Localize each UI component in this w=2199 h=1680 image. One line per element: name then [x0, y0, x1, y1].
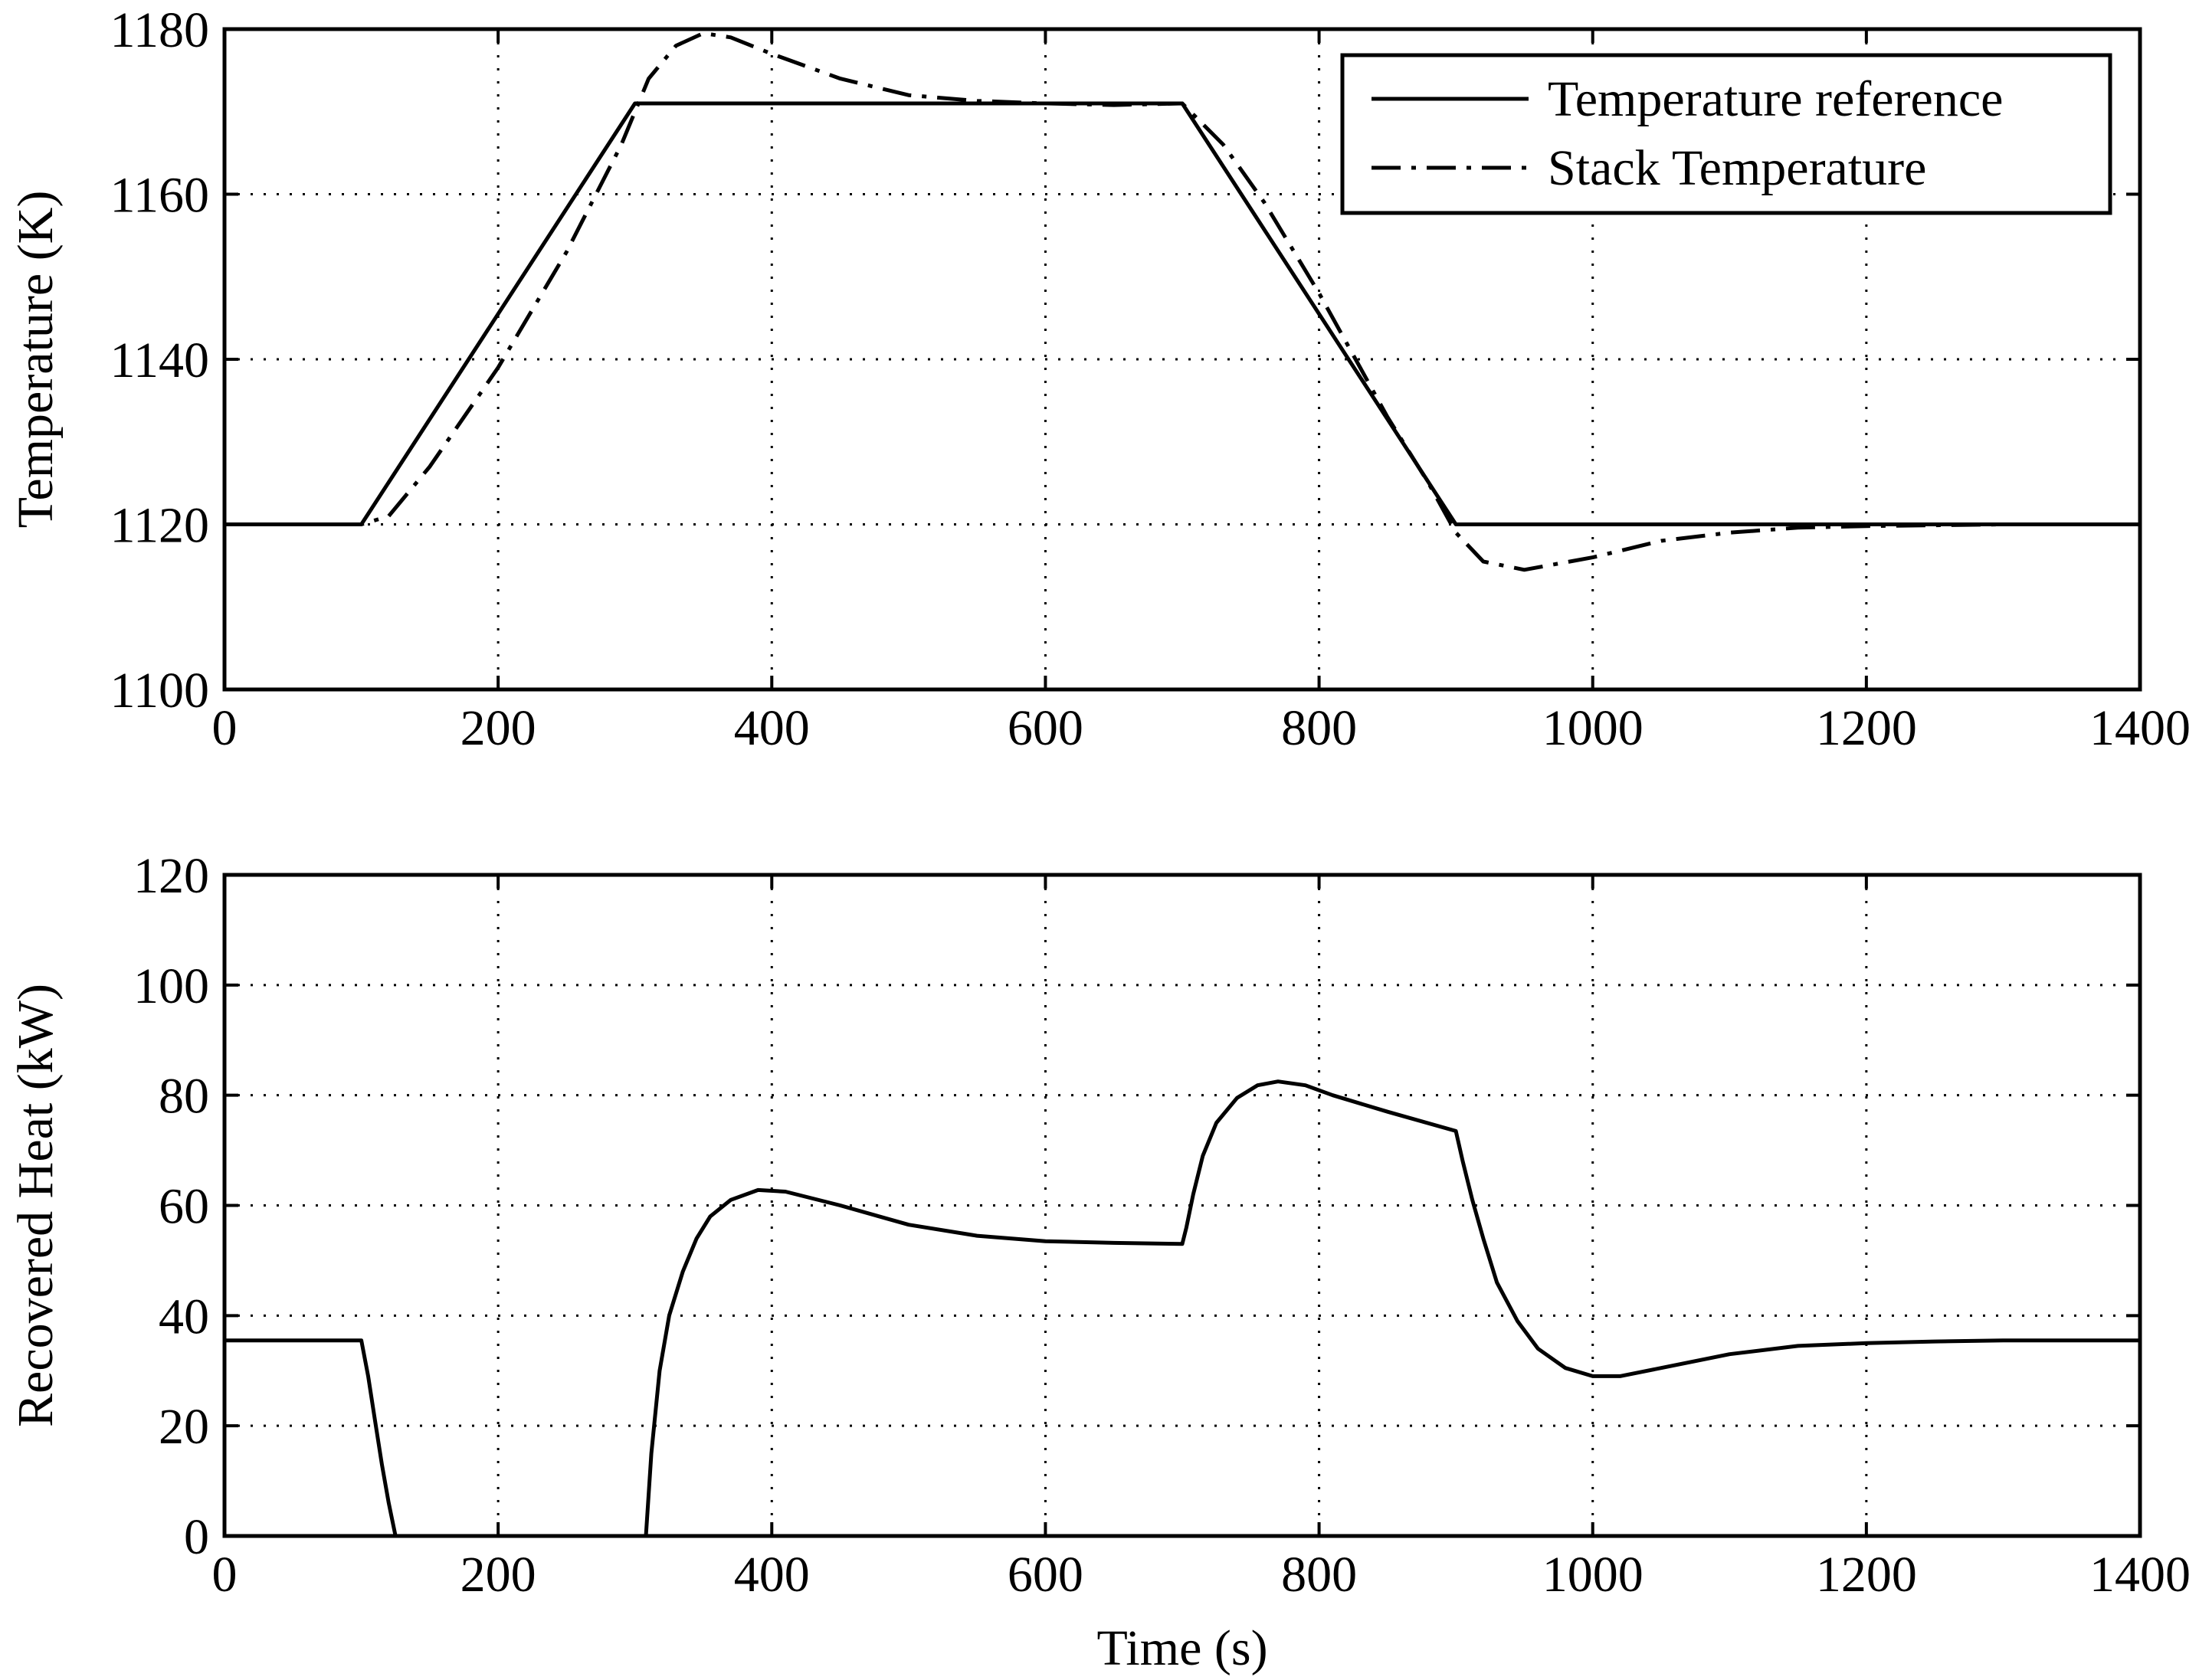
recovered-heat-x-tick-label: 600 [1008, 1547, 1083, 1603]
temperature-series-layer [224, 31, 2140, 572]
recovered-heat-y-tick-label: 0 [184, 1509, 209, 1565]
recovered-heat-x-tick-label: 800 [1281, 1547, 1357, 1603]
recovered-heat-x-tick-label: 1400 [2089, 1547, 2191, 1603]
recovered-heat-grid [224, 875, 2140, 1536]
recovered-heat-x-tick-label: 1000 [1542, 1547, 1644, 1603]
legend-label-temperature-reference: Temperature reference [1548, 71, 2003, 127]
temperature-tick-marks [223, 28, 2142, 691]
temperature-x-tick-label: 400 [734, 700, 810, 756]
temperature-x-tick-label: 600 [1008, 700, 1083, 756]
time-x-axis-label: Time (s) [1096, 1620, 1267, 1676]
temperature-x-tick-label: 1200 [1816, 700, 1917, 756]
recovered-heat-plot: 0 200 400 600 800 1000 1200 1400 0 20 40 60 80 100 120… [8, 848, 2191, 1676]
recovered-heat-y-tick-label: 100 [133, 958, 209, 1014]
temperature-tick-labels: 0 200 400 600 800 1000 1200 1400 1100 1120 1140 116… [110, 2, 2191, 756]
temperature-y-tick-label: 1100 [110, 663, 209, 719]
temperature-x-tick-label: 1000 [1542, 700, 1644, 756]
temperature-y-tick-label: 1120 [110, 498, 209, 554]
temperature-x-tick-label: 200 [460, 700, 536, 756]
temperature-legend: Temperature reference Stack Temperature [1340, 53, 2112, 215]
temperature-x-tick-label: 0 [212, 700, 238, 756]
temperature-x-tick-label: 1400 [2089, 700, 2191, 756]
recovered-heat-y-tick-label: 20 [159, 1399, 209, 1455]
legend-box [1340, 53, 2112, 215]
recovered-heat-y-tick-label: 120 [133, 848, 209, 904]
recovered-heat-y-tick-label: 80 [159, 1069, 209, 1125]
recovered-heat-tick-marks [223, 873, 2142, 1538]
temperature-x-tick-label: 800 [1281, 700, 1357, 756]
series-line-stack-temperature [224, 31, 2140, 572]
temperature-plot: 0 200 400 600 800 1000 1200 1400 1100 1120 1140 116… [8, 2, 2191, 756]
legend-label-stack-temperature: Stack Temperature [1548, 140, 1926, 196]
recovered-heat-x-tick-label: 1200 [1816, 1547, 1917, 1603]
recovered-heat-y-axis-label: Recovered Heat (kW) [8, 984, 64, 1427]
recovered-heat-y-tick-label: 40 [159, 1289, 209, 1344]
temperature-y-axis-label: Temperature (K) [8, 191, 64, 529]
recovered-heat-y-tick-label: 60 [159, 1179, 209, 1235]
series-line-recovered-heat-series-0 [224, 1079, 2140, 1538]
temperature-y-tick-label: 1140 [110, 332, 209, 388]
recovered-heat-tick-labels: 0 200 400 600 800 1000 1200 1400 0 20 40 60 80 100 120 [133, 848, 2191, 1603]
recovered-heat-x-tick-label: 400 [734, 1547, 810, 1603]
recovered-heat-x-tick-label: 0 [212, 1547, 238, 1603]
recovered-heat-series-layer [224, 1079, 2140, 1538]
recovered-heat-x-tick-label: 200 [460, 1547, 536, 1603]
temperature-y-tick-label: 1160 [110, 168, 209, 224]
temperature-y-tick-label: 1180 [110, 2, 209, 58]
